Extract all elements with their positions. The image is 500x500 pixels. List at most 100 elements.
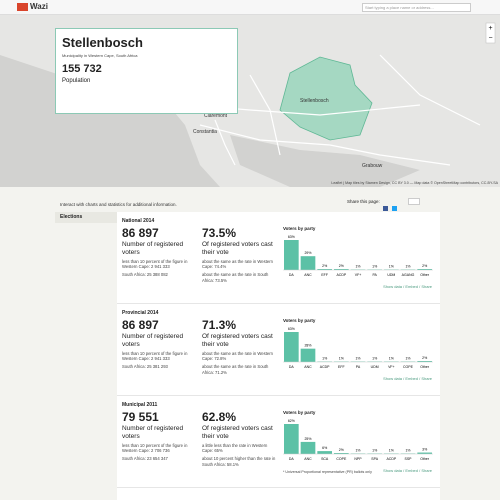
bar-label: 2% xyxy=(339,448,344,452)
comparison: about the same as the rate in Western Ca… xyxy=(202,259,273,270)
stat-value: 62.8% xyxy=(202,410,237,424)
bar-label: 2% xyxy=(422,264,427,268)
bar-label: 1% xyxy=(322,357,327,361)
stat-value: 71.3% xyxy=(202,318,237,332)
chart-links[interactable]: Show data / Embed / Share xyxy=(383,284,432,289)
section-title: Provincial 2014 xyxy=(122,310,159,316)
bar xyxy=(284,240,299,270)
stat-label: Of registered voters cast their vote xyxy=(202,241,273,256)
comparison: about the same as the rate in South Afri… xyxy=(202,364,269,375)
zoom-control[interactable] xyxy=(485,22,496,44)
stat-value: 79 551 xyxy=(122,410,159,424)
bar-label: 1% xyxy=(405,357,410,361)
bar-label: 2% xyxy=(322,264,327,268)
bar xyxy=(300,441,316,454)
sidebar: Elections xyxy=(55,212,117,500)
share-icons[interactable] xyxy=(383,198,405,229)
category-label: Other xyxy=(420,273,430,277)
intro: Interact with charts and statistics for … xyxy=(60,202,177,207)
stat-value: 86 897 xyxy=(122,318,159,332)
category-label: SSP xyxy=(404,457,412,461)
place-name: Stellenbosch xyxy=(62,35,143,50)
sidebar-item[interactable]: Elections xyxy=(55,212,117,223)
category-label: SPA xyxy=(371,457,378,461)
bar-label: 1% xyxy=(372,265,377,269)
comparisons: less than 10 percent of the figure in We… xyxy=(122,351,196,373)
zoom-in[interactable]: + xyxy=(488,25,492,32)
zoom-out[interactable]: − xyxy=(488,35,492,42)
chart-title: Voters by party xyxy=(283,226,316,231)
bar-label: 1% xyxy=(372,357,377,361)
comparison: less than 10 percent of the figure in We… xyxy=(122,443,188,454)
comparison: about the same as the rate in South Afri… xyxy=(202,272,269,283)
bar xyxy=(317,269,332,270)
bar xyxy=(417,452,432,454)
section: National 2014 86 897 Number of registered … xyxy=(117,214,440,304)
bar-label: 1% xyxy=(339,357,344,361)
bar-label: 25% xyxy=(304,437,311,441)
search-box[interactable]: Start typing a place name or address... xyxy=(362,3,471,12)
category-label: Other xyxy=(420,365,430,369)
comparison: South Africa: 25 381 293 xyxy=(122,364,168,370)
stat-label: Number of registered voters xyxy=(122,241,184,256)
bar-label: 1% xyxy=(389,449,394,453)
stat-value: 86 897 xyxy=(122,226,159,240)
chart-links[interactable]: Show data / Embed / Share xyxy=(383,468,432,473)
attribution[interactable]: Leaflet | Map tiles by Stamen Design, CC… xyxy=(331,181,498,185)
chart-links[interactable]: Show data / Embed / Share xyxy=(383,376,432,381)
section-title: National 2014 xyxy=(122,218,155,224)
logo-icon[interactable] xyxy=(17,3,28,11)
bar-label: 1% xyxy=(389,357,394,361)
comparisons: about the same as the rate in Western Ca… xyxy=(202,259,276,286)
bar-label: 1% xyxy=(355,357,360,361)
bar-chart: 62% DA 25% ANC 6% SCA 2% COPE 1% NPP 1% SPA 1% ACDP 1%… xyxy=(283,419,433,461)
bar xyxy=(284,332,299,362)
bar-label: 29% xyxy=(304,251,311,255)
share-count-box xyxy=(408,198,420,205)
map-label: Stellenbosch xyxy=(300,98,329,104)
bar xyxy=(284,424,299,454)
comparison: less than 10 percent of the figure in We… xyxy=(122,351,188,362)
stat-label: Of registered voters cast their vote xyxy=(202,333,273,348)
bar xyxy=(317,451,332,454)
bar xyxy=(334,269,349,270)
bar-label: 2% xyxy=(422,356,427,360)
logo[interactable]: Wazi xyxy=(30,2,48,11)
category-label: ANC xyxy=(304,273,312,277)
comparison: about 10 percent higher than the rate in… xyxy=(202,456,276,467)
category-label: ANC xyxy=(304,365,312,369)
comparison: South Africa: 23 654 347 xyxy=(122,456,168,462)
category-label: EFF xyxy=(321,273,328,277)
category-label: COPE xyxy=(336,457,347,461)
chart-note: * Universal Proportional representative … xyxy=(283,470,372,474)
category-label: COPE xyxy=(403,365,414,369)
category-label: EFF xyxy=(338,365,345,369)
category-label: ANC xyxy=(304,457,312,461)
chart-title: Voters by party xyxy=(283,410,316,415)
category-label: DA xyxy=(289,273,295,277)
category-label: DA xyxy=(289,365,295,369)
bar-label: 1% xyxy=(405,265,410,269)
chart-title: Voters by party xyxy=(283,318,316,323)
category-label: Other xyxy=(420,457,430,461)
comparisons: less than 10 percent of the figure in We… xyxy=(122,443,196,465)
category-label: AGANG xyxy=(402,273,415,277)
comparisons: a little less than the rate in Western C… xyxy=(202,443,276,470)
region[interactable] xyxy=(279,56,373,141)
comparisons: about the same as the rate in Western Ca… xyxy=(202,351,276,378)
stat-label: Number of registered voters xyxy=(122,333,184,348)
population: 155 732 xyxy=(62,63,102,75)
bar-label: 6% xyxy=(322,446,327,450)
bar xyxy=(300,256,316,270)
stat-value: 73.5% xyxy=(202,226,237,240)
category-label: PA xyxy=(356,365,361,369)
place-card: Stellenbosch Municipality in Western Cap… xyxy=(55,28,238,114)
section-title: Municipal 2011 xyxy=(122,402,158,408)
map-label: Grabouw xyxy=(362,163,383,169)
map-label: Constantia xyxy=(193,129,217,135)
section: Municipal 2011 79 551 Number of registered… xyxy=(117,398,440,488)
category-label: ACDP xyxy=(336,273,346,277)
comparisons: less than 10 percent of the figure in We… xyxy=(122,259,196,281)
category-label: UDM xyxy=(371,365,379,369)
